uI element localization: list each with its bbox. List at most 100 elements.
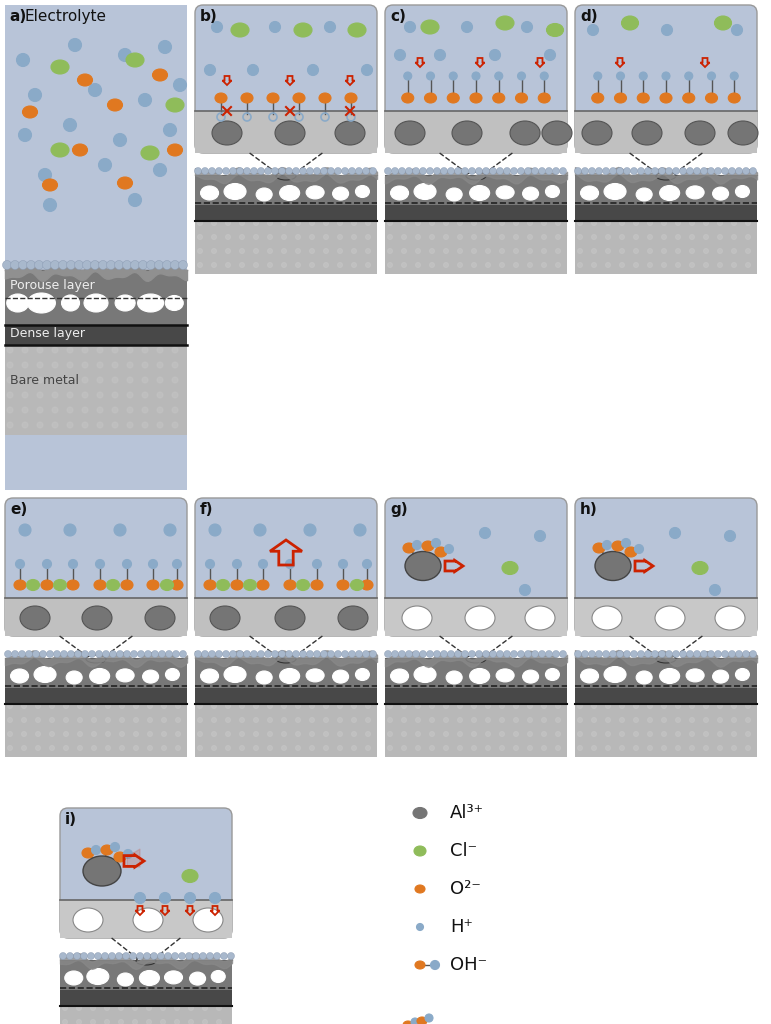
Circle shape: [116, 650, 123, 657]
Circle shape: [513, 234, 519, 240]
Ellipse shape: [425, 93, 436, 103]
Bar: [60, 900, 232, 938]
Ellipse shape: [51, 143, 69, 157]
Circle shape: [621, 539, 631, 548]
Bar: [575, 111, 757, 153]
Ellipse shape: [446, 188, 462, 201]
Circle shape: [42, 559, 52, 568]
FancyBboxPatch shape: [5, 498, 187, 636]
Circle shape: [209, 524, 221, 536]
Circle shape: [338, 731, 342, 736]
Circle shape: [309, 220, 315, 225]
Circle shape: [605, 745, 611, 751]
Ellipse shape: [140, 971, 160, 985]
Bar: [385, 686, 567, 705]
Circle shape: [240, 249, 244, 254]
Circle shape: [648, 745, 652, 751]
Circle shape: [171, 952, 179, 959]
Bar: [195, 175, 377, 205]
Ellipse shape: [655, 606, 685, 630]
Text: i): i): [65, 812, 77, 827]
Ellipse shape: [166, 669, 180, 681]
Circle shape: [321, 168, 328, 174]
Circle shape: [617, 168, 624, 174]
Ellipse shape: [614, 93, 627, 103]
Circle shape: [174, 1006, 180, 1011]
Ellipse shape: [686, 669, 704, 682]
Circle shape: [123, 952, 130, 959]
Ellipse shape: [538, 93, 550, 103]
Circle shape: [555, 262, 561, 267]
Circle shape: [416, 262, 420, 267]
Circle shape: [67, 392, 73, 398]
Circle shape: [594, 72, 601, 80]
Circle shape: [106, 745, 110, 751]
FancyBboxPatch shape: [575, 5, 757, 153]
Circle shape: [574, 650, 581, 657]
Ellipse shape: [293, 93, 305, 103]
Ellipse shape: [736, 185, 749, 198]
Ellipse shape: [542, 121, 572, 145]
Ellipse shape: [545, 185, 560, 198]
Circle shape: [123, 650, 130, 657]
Circle shape: [67, 377, 73, 383]
Circle shape: [8, 745, 12, 751]
Circle shape: [686, 650, 693, 657]
Circle shape: [22, 347, 28, 353]
Circle shape: [392, 650, 399, 657]
Circle shape: [150, 952, 157, 959]
Circle shape: [527, 703, 533, 709]
Circle shape: [402, 718, 406, 723]
Circle shape: [7, 407, 13, 413]
Circle shape: [513, 249, 519, 254]
Circle shape: [689, 220, 695, 225]
Circle shape: [746, 745, 750, 751]
Ellipse shape: [736, 669, 749, 681]
Circle shape: [540, 72, 548, 80]
Circle shape: [591, 731, 597, 736]
Circle shape: [64, 524, 76, 536]
Ellipse shape: [42, 179, 58, 191]
Circle shape: [16, 53, 29, 67]
Circle shape: [52, 362, 58, 368]
Circle shape: [176, 745, 180, 751]
Circle shape: [662, 703, 666, 709]
Circle shape: [216, 650, 223, 657]
Circle shape: [179, 260, 187, 269]
Circle shape: [365, 731, 371, 736]
Circle shape: [546, 168, 553, 174]
Ellipse shape: [621, 16, 638, 30]
Ellipse shape: [280, 669, 300, 683]
Ellipse shape: [164, 971, 183, 984]
Ellipse shape: [660, 669, 680, 683]
Circle shape: [486, 703, 490, 709]
Ellipse shape: [14, 580, 26, 590]
Circle shape: [513, 718, 519, 723]
Circle shape: [172, 347, 178, 353]
Circle shape: [497, 168, 503, 174]
Circle shape: [251, 168, 258, 174]
Circle shape: [457, 220, 463, 225]
Ellipse shape: [212, 121, 242, 145]
Ellipse shape: [502, 561, 518, 574]
Circle shape: [146, 260, 156, 269]
Ellipse shape: [523, 187, 539, 200]
Circle shape: [447, 650, 454, 657]
Circle shape: [194, 168, 201, 174]
Circle shape: [324, 731, 328, 736]
Circle shape: [211, 745, 217, 751]
Circle shape: [675, 234, 681, 240]
Circle shape: [541, 745, 547, 751]
Circle shape: [686, 168, 693, 174]
Circle shape: [577, 249, 583, 254]
Circle shape: [7, 347, 13, 353]
Circle shape: [230, 650, 237, 657]
Text: Porouse layer: Porouse layer: [10, 279, 95, 292]
Ellipse shape: [414, 667, 436, 683]
Circle shape: [634, 703, 638, 709]
Text: Electrolyte: Electrolyte: [25, 9, 107, 24]
Circle shape: [160, 893, 170, 903]
Bar: [60, 961, 232, 990]
Circle shape: [146, 1006, 151, 1011]
Circle shape: [520, 585, 530, 596]
